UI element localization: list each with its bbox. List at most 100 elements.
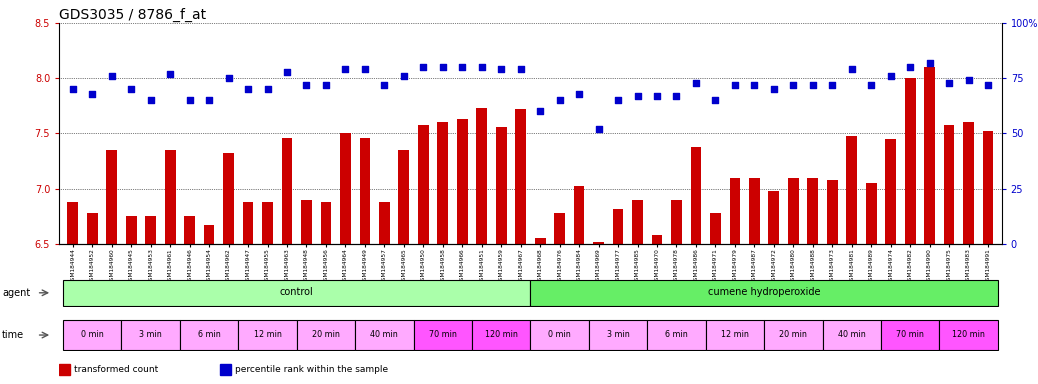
Bar: [749, 178, 760, 244]
Bar: [243, 202, 253, 244]
Point: [142, 97, 159, 103]
Bar: [63, 280, 530, 306]
Bar: [881, 320, 939, 350]
Point: [766, 86, 783, 93]
Point: [278, 68, 295, 74]
Point: [844, 66, 861, 73]
Text: 6 min: 6 min: [665, 330, 688, 339]
Bar: [301, 200, 311, 244]
Bar: [632, 200, 643, 244]
Bar: [399, 150, 409, 244]
Text: 12 min: 12 min: [721, 330, 748, 339]
Bar: [808, 178, 818, 244]
Point: [649, 93, 665, 99]
Bar: [263, 202, 273, 244]
Bar: [239, 320, 297, 350]
Bar: [706, 320, 764, 350]
Bar: [126, 216, 137, 244]
Bar: [321, 202, 331, 244]
Point: [337, 66, 354, 73]
Point: [629, 93, 646, 99]
Point: [260, 86, 276, 93]
Text: 20 min: 20 min: [312, 330, 339, 339]
Bar: [165, 150, 175, 244]
Bar: [340, 134, 351, 244]
Point: [84, 91, 101, 97]
Bar: [690, 147, 702, 244]
Bar: [652, 235, 662, 244]
Bar: [574, 187, 584, 244]
Bar: [594, 242, 604, 244]
Bar: [59, 364, 70, 375]
Point: [415, 64, 432, 70]
Point: [200, 97, 217, 103]
Point: [980, 82, 996, 88]
Bar: [220, 364, 230, 375]
Point: [882, 73, 899, 79]
Bar: [822, 320, 881, 350]
Point: [435, 64, 452, 70]
Bar: [413, 320, 472, 350]
Point: [240, 86, 256, 93]
Point: [824, 82, 841, 88]
Bar: [554, 213, 565, 244]
Text: GDS3035 / 8786_f_at: GDS3035 / 8786_f_at: [59, 8, 207, 22]
Text: percentile rank within the sample: percentile rank within the sample: [236, 365, 388, 374]
Point: [473, 64, 490, 70]
Point: [609, 97, 626, 103]
Text: 70 min: 70 min: [896, 330, 924, 339]
Bar: [710, 213, 720, 244]
Bar: [672, 200, 682, 244]
Bar: [885, 139, 896, 244]
Text: 40 min: 40 min: [371, 330, 399, 339]
Point: [668, 93, 685, 99]
Bar: [827, 180, 838, 244]
Bar: [281, 138, 293, 244]
Bar: [457, 119, 467, 244]
Text: 3 min: 3 min: [139, 330, 162, 339]
Text: 120 min: 120 min: [485, 330, 518, 339]
Text: 0 min: 0 min: [548, 330, 571, 339]
Point: [162, 71, 179, 77]
Point: [863, 82, 879, 88]
Bar: [476, 108, 487, 244]
Bar: [612, 209, 624, 244]
Point: [922, 60, 938, 66]
Bar: [530, 320, 589, 350]
Text: transformed count: transformed count: [74, 365, 158, 374]
Point: [687, 79, 704, 86]
Text: 0 min: 0 min: [81, 330, 104, 339]
Point: [493, 66, 510, 73]
Bar: [418, 125, 429, 244]
Bar: [87, 213, 98, 244]
Point: [785, 82, 801, 88]
Text: 6 min: 6 min: [197, 330, 220, 339]
Point: [591, 126, 607, 132]
Point: [122, 86, 139, 93]
Bar: [939, 320, 998, 350]
Bar: [145, 216, 156, 244]
Bar: [106, 150, 117, 244]
Point: [707, 97, 723, 103]
Point: [571, 91, 588, 97]
Bar: [846, 136, 857, 244]
Bar: [530, 280, 998, 306]
Point: [357, 66, 374, 73]
Point: [220, 75, 237, 81]
Bar: [379, 202, 389, 244]
Point: [513, 66, 529, 73]
Bar: [866, 183, 876, 244]
Point: [376, 82, 392, 88]
Bar: [535, 238, 546, 244]
Bar: [203, 225, 215, 244]
Text: cumene hydroperoxide: cumene hydroperoxide: [708, 287, 820, 297]
Point: [104, 73, 120, 79]
Bar: [496, 127, 507, 244]
Point: [454, 64, 470, 70]
Bar: [589, 320, 648, 350]
Bar: [67, 202, 78, 244]
Bar: [223, 153, 234, 244]
Point: [746, 82, 763, 88]
Bar: [185, 216, 195, 244]
Point: [940, 79, 957, 86]
